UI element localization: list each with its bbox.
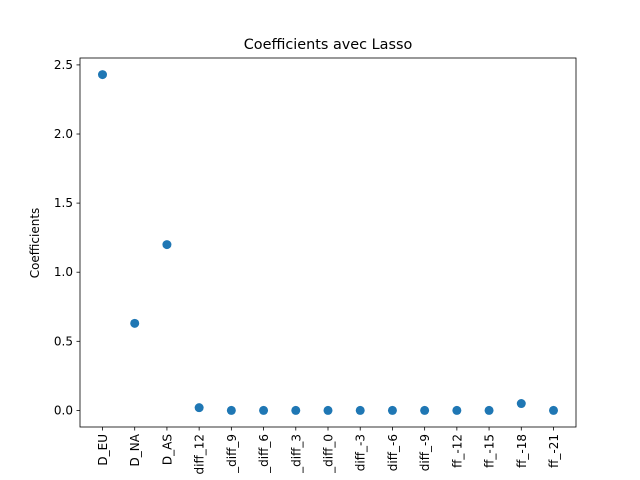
x-tick-label: D_AS [160, 434, 174, 465]
x-tick-label: ff_-12 [450, 434, 464, 468]
data-point-diff_6 [259, 405, 269, 415]
y-axis: 0.0 0.5 1.0 1.5 2.0 2.5 [54, 58, 80, 417]
y-tick-label: 1.0 [54, 265, 73, 279]
data-point-D_EU [98, 70, 107, 80]
x-tick-label: _diff_0 [322, 434, 336, 474]
data-point-D_AS [162, 240, 172, 250]
x-tick-label: ff_-18 [515, 434, 529, 468]
data-point-ff_-18 [516, 399, 526, 409]
y-tick-label: 2.0 [54, 127, 73, 141]
x-tick-label: _diff_6 [257, 434, 271, 474]
data-point-diff_12 [194, 403, 204, 413]
data-points [98, 70, 558, 415]
data-point-diff_0 [323, 405, 333, 415]
x-tick-label: D_EU [96, 434, 110, 466]
data-point-ff_-15 [484, 405, 494, 415]
x-tick-label: diff_12 [193, 434, 207, 475]
x-tick-label: diff_-3 [354, 434, 368, 471]
x-tick-label: ff_-21 [547, 434, 561, 468]
x-tick-label: diff_-9 [418, 434, 432, 471]
data-point-diff_-9 [420, 405, 430, 415]
x-tick-label: D_NA [128, 433, 142, 466]
y-tick-label: 0.0 [54, 403, 73, 417]
plot-frame [79, 57, 577, 428]
data-point-diff_9 [226, 405, 236, 415]
y-tick-label: 2.5 [54, 58, 73, 72]
data-point-D_NA [130, 318, 140, 328]
chart-title: Coefficients avec Lasso [244, 37, 413, 53]
x-tick-label: ff_-15 [483, 434, 497, 468]
x-tick-label: _diff_3 [289, 434, 303, 474]
data-point-ff_-21 [549, 405, 558, 415]
x-tick-label: diff_-6 [386, 434, 400, 471]
y-tick-label: 0.5 [54, 334, 73, 348]
data-point-diff_-6 [387, 405, 397, 415]
data-point-diff_-3 [355, 405, 365, 415]
data-point-ff_-12 [452, 405, 462, 415]
data-point-diff_3 [291, 405, 301, 415]
y-tick-label: 1.5 [54, 196, 73, 210]
y-axis-label: Coefficients [28, 208, 42, 279]
plot-area [80, 58, 576, 427]
x-axis: D_EU D_NA D_AS diff_12 _diff_9 _diff_6 _diff_3… [96, 427, 561, 475]
x-tick-label: _diff_9 [225, 434, 239, 474]
